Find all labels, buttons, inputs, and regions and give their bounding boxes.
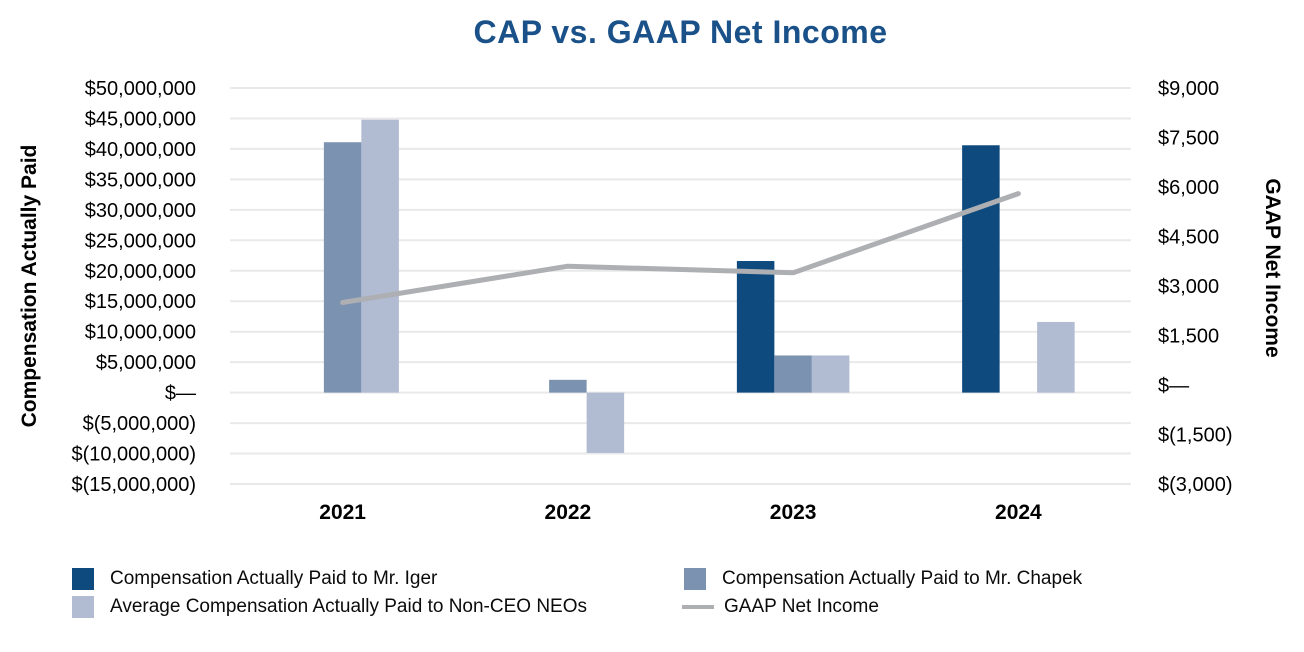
left-axis-tick-label: $— bbox=[165, 383, 196, 405]
chapek-series-swatch bbox=[684, 568, 706, 590]
bar-neo-2022 bbox=[586, 392, 625, 453]
legend-item-gaap-net-income: GAAP Net Income bbox=[682, 595, 879, 619]
left-axis-tick-label: $(5,000,000) bbox=[83, 413, 196, 435]
x-axis-label-2024: 2024 bbox=[995, 501, 1042, 524]
legend-item-iger: Compensation Actually Paid to Mr. Iger bbox=[72, 567, 437, 591]
left-axis-tick-label: $35,000,000 bbox=[85, 169, 196, 191]
right-axis-tick-label: $7,500 bbox=[1158, 128, 1219, 150]
left-axis-tick-label: $40,000,000 bbox=[85, 139, 196, 161]
left-axis-tick-label: $30,000,000 bbox=[85, 200, 196, 222]
right-axis-tick-label: $9,000 bbox=[1158, 78, 1219, 100]
right-axis-tick-label: $6,000 bbox=[1158, 177, 1219, 199]
right-axis-tick-label: $1,500 bbox=[1158, 326, 1219, 348]
x-axis-label-2021: 2021 bbox=[319, 501, 366, 524]
gaap-line-swatch bbox=[682, 605, 714, 609]
right-axis-tick-label: $— bbox=[1158, 375, 1189, 397]
legend-item-neo-avg: Average Compensation Actually Paid to No… bbox=[72, 595, 587, 619]
right-axis-tick-label: $4,500 bbox=[1158, 227, 1219, 249]
left-axis-tick-label: $(15,000,000) bbox=[71, 474, 196, 496]
legend-item-chapek: Compensation Actually Paid to Mr. Chapek bbox=[684, 567, 1082, 591]
left-axis-tick-label: $10,000,000 bbox=[85, 322, 196, 344]
legend-label-iger: Compensation Actually Paid to Mr. Iger bbox=[110, 568, 438, 589]
left-axis-tick-label: $15,000,000 bbox=[85, 291, 196, 313]
left-axis-tick-label: $(10,000,000) bbox=[71, 444, 196, 466]
left-axis-tick-label: $50,000,000 bbox=[85, 78, 196, 100]
bar-iger-2023 bbox=[736, 261, 775, 393]
bar-chapek-2021 bbox=[323, 142, 362, 393]
bar-neo-2024 bbox=[1037, 321, 1075, 393]
legend-label-gaap-net-income: GAAP Net Income bbox=[724, 596, 879, 617]
right-axis-tick-label: $3,000 bbox=[1158, 276, 1219, 298]
left-axis-tick-label: $25,000,000 bbox=[85, 230, 196, 252]
legend-label-neo-avg: Average Compensation Actually Paid to No… bbox=[110, 596, 587, 617]
left-axis-tick-label: $5,000,000 bbox=[96, 352, 196, 374]
gaap-line bbox=[340, 191, 1021, 305]
bar-chapek-2023 bbox=[774, 355, 812, 393]
x-axis-label-2023: 2023 bbox=[770, 501, 817, 524]
bar-chapek-2022 bbox=[549, 379, 587, 393]
iger-series-swatch bbox=[72, 568, 94, 590]
legend-label-chapek: Compensation Actually Paid to Mr. Chapek bbox=[722, 568, 1083, 589]
bar-neo-2023 bbox=[811, 355, 850, 393]
right-axis-tick-label: $(1,500) bbox=[1158, 425, 1233, 447]
bar-iger-2024 bbox=[962, 145, 1000, 393]
left-axis-tick-label: $45,000,000 bbox=[85, 108, 196, 130]
left-axis-tick-label: $20,000,000 bbox=[85, 261, 196, 283]
bar-neo-2021 bbox=[361, 119, 399, 393]
chart-title: CAP vs. GAAP Net Income bbox=[473, 14, 888, 50]
right-axis-tick-label: $(3,000) bbox=[1158, 474, 1233, 496]
neo-avg-series-swatch bbox=[72, 596, 94, 618]
x-axis-label-2022: 2022 bbox=[545, 501, 592, 524]
